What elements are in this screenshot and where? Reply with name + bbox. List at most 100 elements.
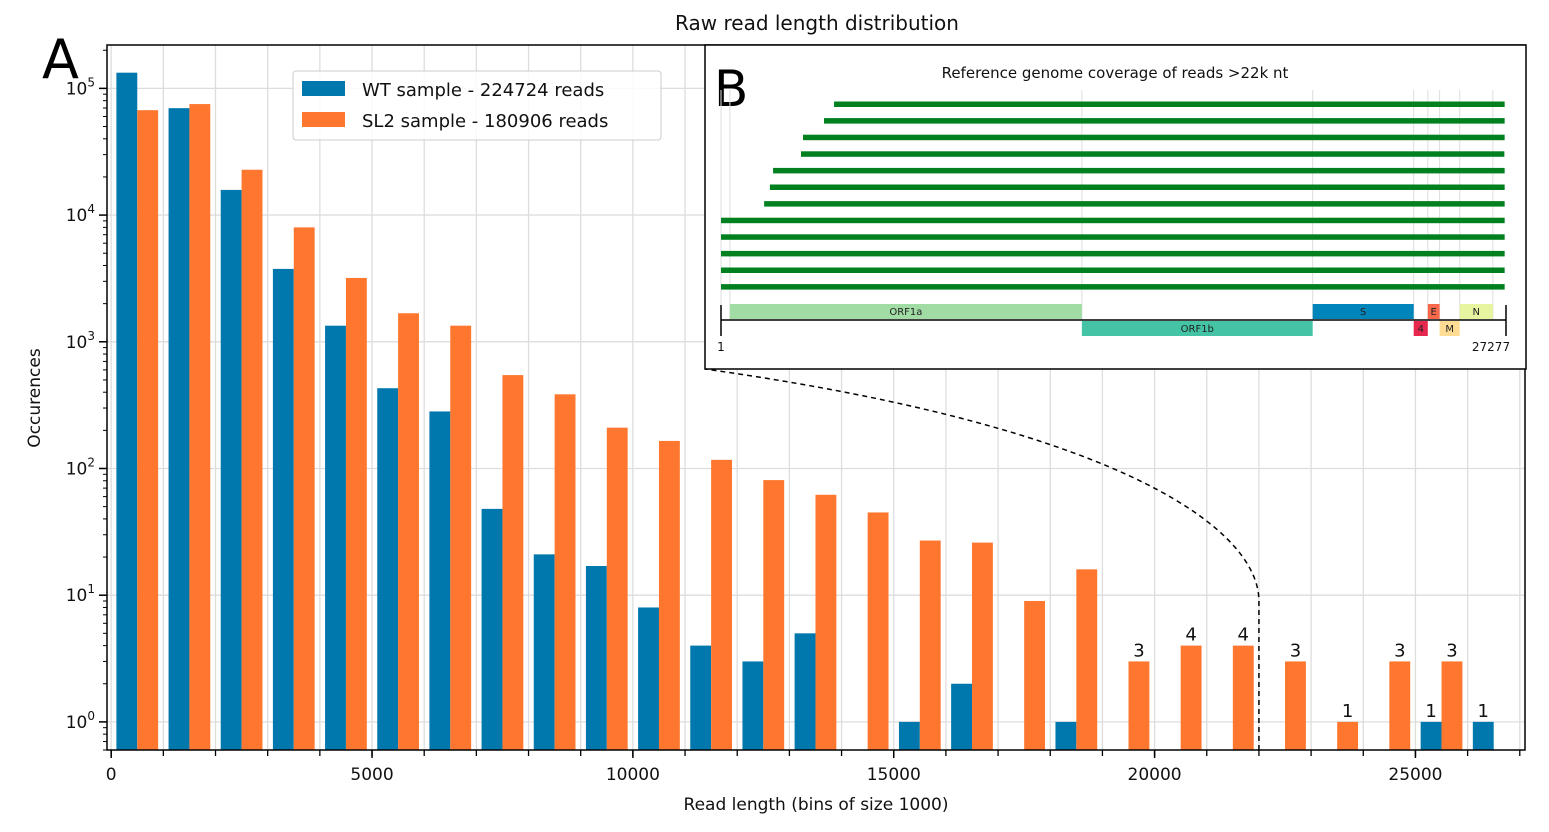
legend-swatch-wt — [302, 81, 345, 96]
x-tick-label: 10000 — [606, 765, 660, 785]
gene-e — [1427, 304, 1440, 319]
y-tick-label: 101 — [66, 582, 95, 606]
x-tick-label: 25000 — [1388, 765, 1442, 785]
bar-wt-13000 — [794, 633, 816, 750]
bar-wt-5000 — [377, 388, 399, 750]
bar-wt-15000 — [898, 721, 920, 750]
bar-sl2-21000 — [1232, 645, 1254, 750]
grid — [107, 45, 1525, 750]
bar-wt-26000 — [1472, 721, 1494, 750]
inset-genes: ORF1a ORF1b S 4EM N — [729, 304, 1493, 336]
bar-sl2-4000 — [345, 277, 367, 750]
legend-box — [292, 70, 662, 141]
bar-wt-8000 — [533, 554, 555, 750]
panel-label-b: B — [714, 60, 748, 118]
gene-label: 4 — [1418, 324, 1424, 335]
bar-wt-0 — [116, 72, 138, 750]
bar-wt-10000 — [638, 607, 659, 750]
x-tick-label: 5000 — [350, 765, 393, 785]
y-tick-label: 103 — [66, 329, 95, 353]
x-tick-label: 20000 — [1128, 765, 1182, 785]
x-tick-label: 0 — [106, 765, 117, 785]
bar-sl2-25000 — [1441, 661, 1463, 750]
read-8 — [721, 217, 1505, 224]
bar-sl2-9000 — [606, 427, 628, 750]
bar-sl2-0 — [137, 110, 159, 750]
inset-reads — [721, 101, 1505, 290]
chart-title: Raw read length distribution — [675, 11, 959, 35]
bar-wt-3000 — [272, 268, 294, 750]
read-5 — [773, 167, 1505, 174]
bar-sl2-14000 — [867, 512, 889, 750]
panel-label-a: A — [42, 28, 79, 91]
data-label: 3 — [1133, 640, 1144, 661]
bar-wt-1000 — [168, 108, 190, 751]
bar-sl2-8000 — [554, 394, 576, 750]
gene-label: ORF1b — [1181, 324, 1214, 335]
bar-labels: 1 1 3 4 4 3 1 3 3 — [1133, 625, 1489, 722]
bar-wt-2000 — [220, 189, 242, 750]
bar-sl2-20000 — [1180, 645, 1202, 750]
bar-sl2-23000 — [1337, 721, 1359, 750]
bar-sl2-19000 — [1128, 661, 1150, 750]
genome-start-label: 1 — [717, 340, 725, 354]
inset-panel-b: B Reference genome coverage of reads >22… — [704, 44, 1527, 370]
data-label: 4 — [1238, 625, 1249, 646]
read-7 — [764, 201, 1505, 207]
data-label: 3 — [1394, 640, 1405, 661]
gene-s — [1312, 304, 1414, 319]
bar-sl2-22000 — [1285, 661, 1306, 750]
read-4 — [800, 151, 1505, 157]
x-tick-label: 15000 — [867, 765, 921, 785]
read-10 — [721, 250, 1505, 257]
bar-sl2-18000 — [1076, 569, 1098, 750]
gene-orf1a — [729, 304, 1082, 319]
legend-label-wt: WT sample - 224724 reads — [362, 80, 604, 101]
bar-sl2-3000 — [293, 227, 315, 750]
gene-m — [1439, 321, 1460, 336]
bar-sl2-5000 — [398, 313, 419, 750]
bar-sl2-12000 — [763, 480, 785, 750]
data-label: 1 — [1342, 701, 1353, 722]
bar-sl2-16000 — [971, 542, 993, 750]
bar-wt-6000 — [429, 411, 451, 750]
gene-label: ORF1a — [889, 307, 922, 318]
data-label: 1 — [1425, 701, 1436, 722]
bar-wt-4000 — [325, 325, 346, 750]
read-1 — [834, 101, 1505, 107]
bar-sl2-2000 — [241, 169, 263, 750]
bar-sl2-10000 — [658, 440, 680, 750]
bar-sl2-11000 — [711, 459, 733, 750]
bar-wt-11000 — [690, 645, 712, 750]
bar-sl2-6000 — [450, 325, 472, 750]
gene-label: E — [1431, 307, 1437, 318]
y-axis-label: Occurences — [25, 348, 45, 448]
bar-sl2-1000 — [189, 104, 211, 750]
bar-sl2-24000 — [1389, 661, 1411, 750]
y-tick-label: 105 — [66, 75, 95, 99]
bar-sl2-15000 — [919, 540, 941, 750]
bar-wt-7000 — [481, 508, 503, 750]
legend: WT sample - 224724 reads SL2 sample - 18… — [292, 70, 662, 141]
legend-swatch-sl2 — [302, 112, 345, 127]
read-2 — [824, 118, 1505, 124]
read-12 — [721, 284, 1505, 290]
bar-sl2-7000 — [502, 375, 524, 750]
gene-orf1b — [1081, 321, 1313, 336]
gene-4 — [1413, 321, 1428, 336]
data-label: 1 — [1478, 701, 1489, 722]
read-9 — [721, 234, 1505, 240]
bar-wt-16000 — [951, 683, 972, 750]
bar-wt-25000 — [1420, 721, 1442, 750]
y-tick-label: 104 — [66, 202, 95, 226]
y-axis: 100 101 102 103 104 105 — [66, 49, 107, 751]
x-axis-label: Read length (bins of size 1000) — [684, 795, 949, 815]
inset-title: Reference genome coverage of reads >22k … — [942, 64, 1289, 82]
gene-label: S — [1360, 307, 1366, 318]
bar-sl2-13000 — [815, 494, 837, 750]
read-3 — [802, 134, 1505, 141]
genome-end-label: 27277 — [1472, 340, 1510, 354]
y-tick-label: 100 — [66, 709, 95, 733]
read-6 — [769, 184, 1505, 190]
